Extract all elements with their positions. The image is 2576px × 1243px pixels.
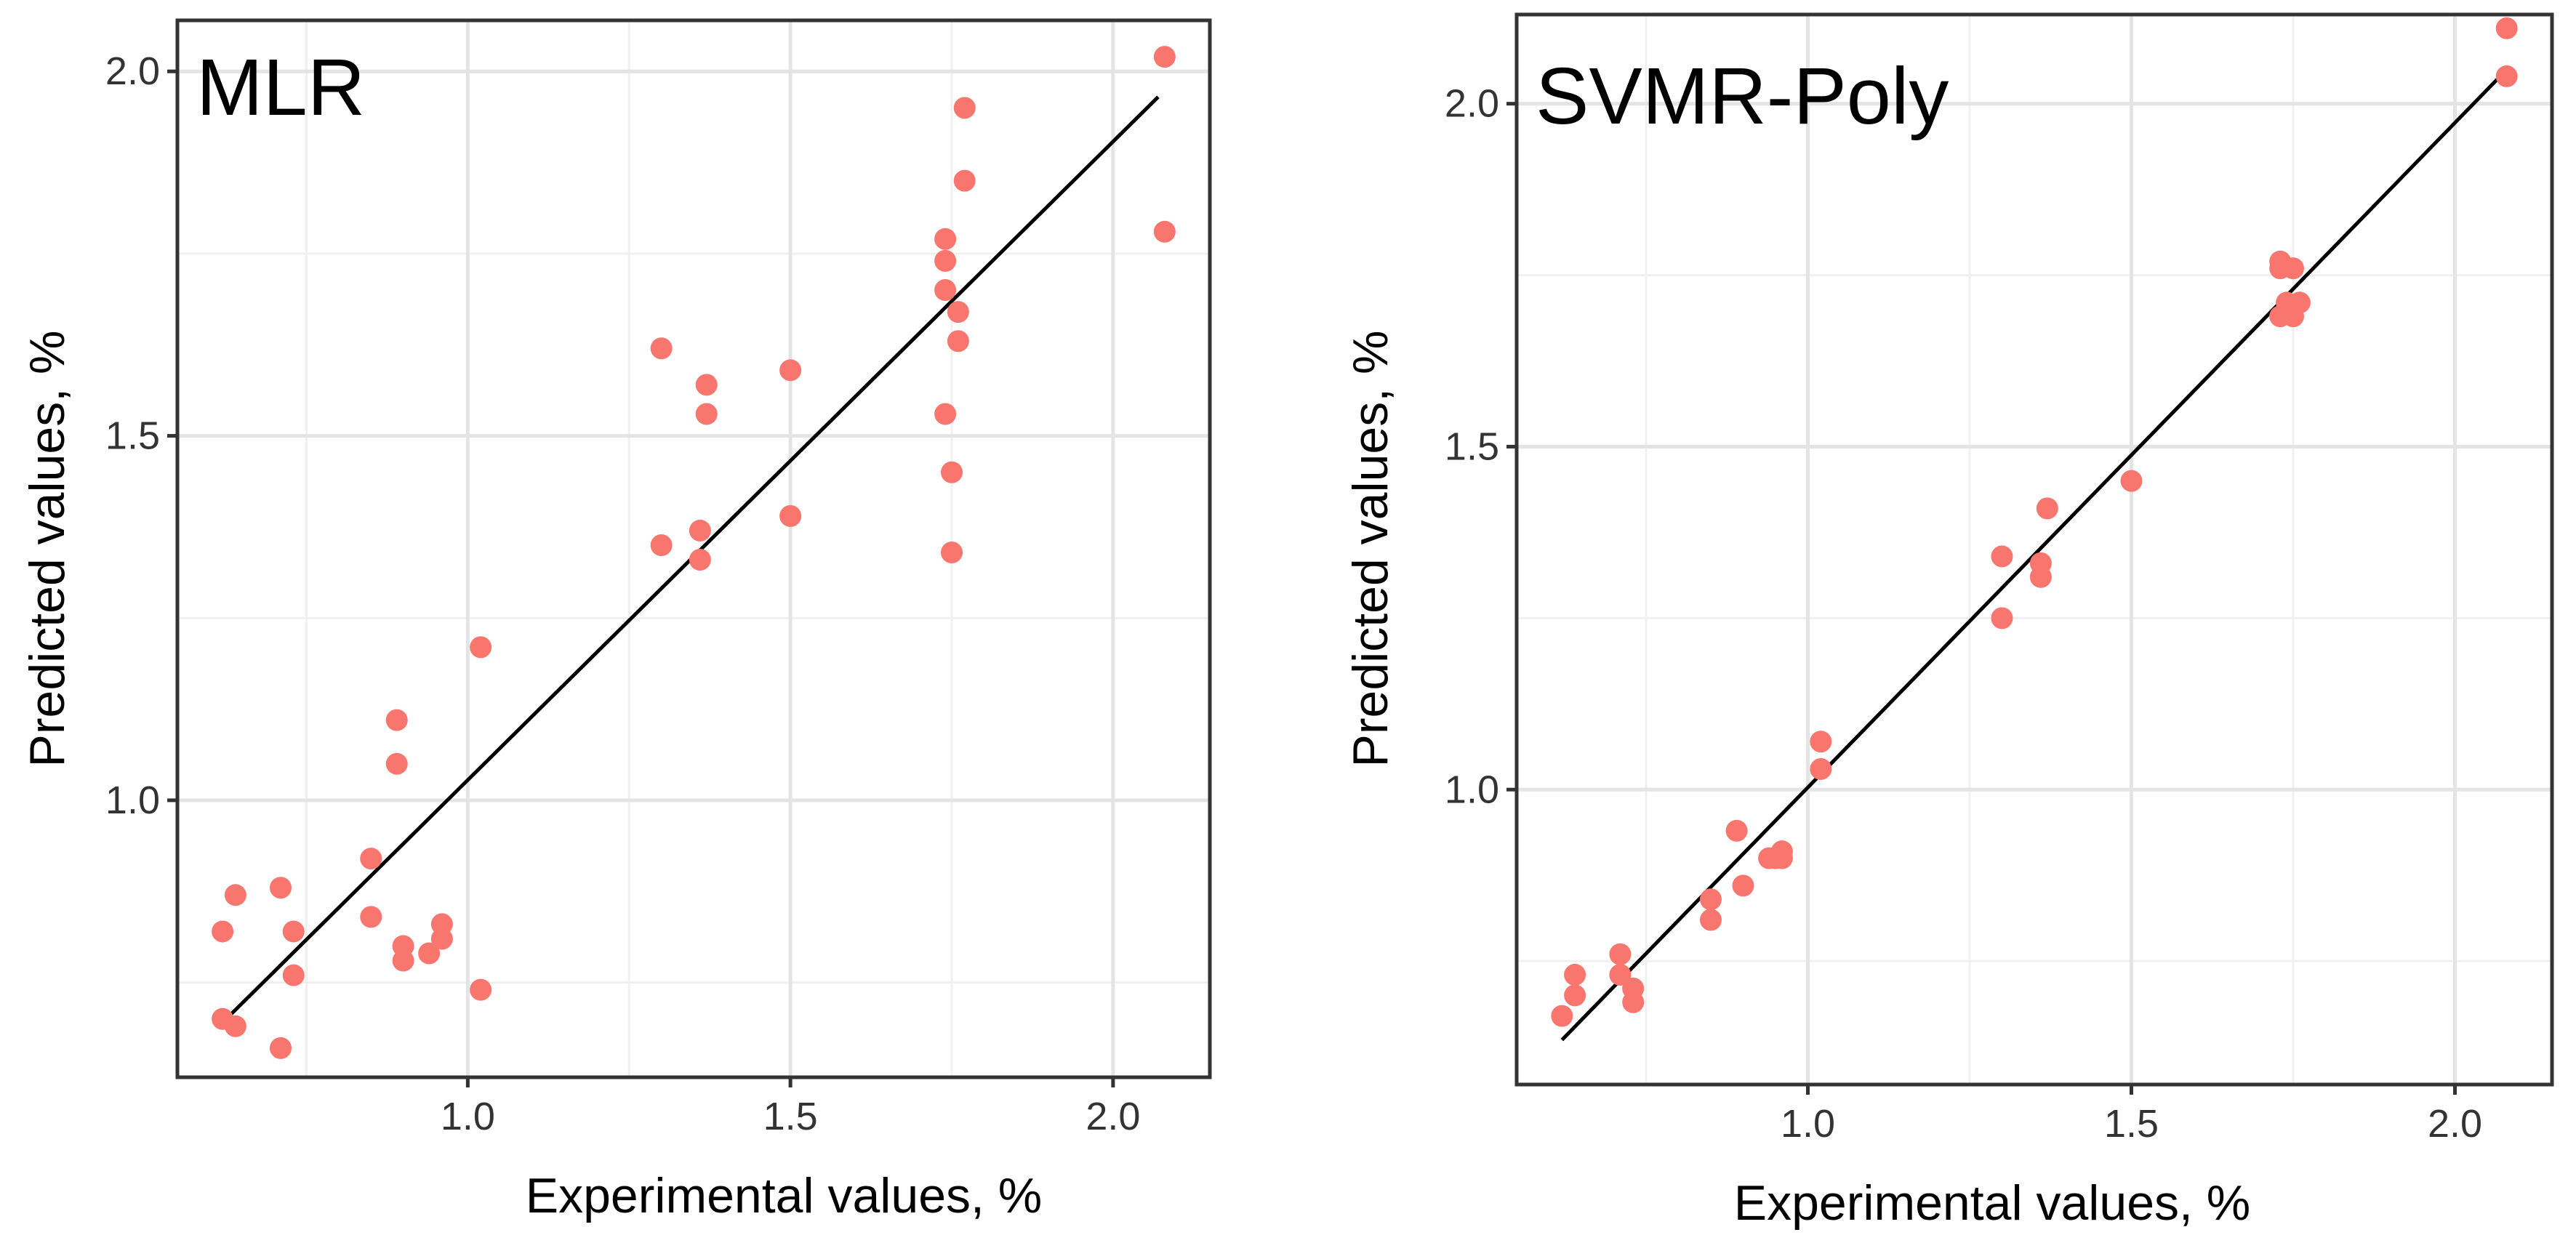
mlr-point-24 [360,848,382,870]
mlr-point-27 [430,928,453,950]
mlr-point-38 [224,1015,246,1037]
mlr-point-23 [385,752,408,775]
mlr-point-14 [695,403,718,425]
mlr-point-19 [689,549,711,571]
mlr-y-tick-label-2: 2.0 [105,49,160,93]
svmr-title: SVMR-Poly [1536,52,1949,141]
mlr-point-3 [953,169,976,192]
mlr-point-7 [947,301,969,323]
mlr-point-21 [470,978,492,1001]
svmr-point-23 [1732,874,1754,897]
mlr-point-32 [282,920,305,943]
mlr-point-31 [270,877,292,899]
svmr-point-24 [1700,888,1722,911]
mlr-ticks: 1.0 1.5 2.0 1.0 1.5 2.0 [105,49,1140,1138]
mlr-point-18 [689,519,711,542]
panel-mlr: 1.0 1.5 2.0 1.0 1.5 2.0 MLR Experimental valu… [20,18,1212,1223]
panel-svmr-poly: 1.0 1.5 2.0 1.0 1.5 2.0 SVMR-Poly Experimenta… [1343,12,2554,1231]
mlr-point-5 [934,249,957,272]
mlr-title: MLR [196,43,365,132]
mlr-x-tick-label-0: 1.0 [441,1095,495,1138]
mlr-point-36 [212,920,234,943]
svmr-grid [1517,15,2552,1085]
svmr-fit-line [1560,75,2502,1042]
svmr-point-12 [1991,545,2013,568]
svmr-point-14 [2029,566,2052,588]
mlr-point-30 [392,949,414,972]
mlr-point-12 [650,337,673,360]
svmr-point-11 [2036,497,2058,520]
mlr-point-15 [779,359,802,382]
svmr-point-27 [1609,964,1632,986]
mlr-point-8 [947,330,969,353]
mlr-point-11 [941,542,963,564]
svmr-point-18 [1725,819,1748,842]
svmr-point-10 [2120,470,2143,492]
svmr-x-axis-title: Experimental values, % [1734,1175,2251,1231]
mlr-point-35 [224,884,246,906]
mlr-grid [177,20,1210,1077]
svmr-point-30 [1564,964,1586,986]
mlr-y-tick-label-1: 1.5 [105,414,160,458]
svmr-point-17 [1810,757,1832,780]
mlr-point-6 [934,279,957,302]
mlr-plot-border [175,18,1212,1079]
svmr-x-tick-label-0: 1.0 [1781,1102,1835,1146]
mlr-point-0 [1153,46,1176,68]
mlr-point-34 [270,1037,292,1059]
svmr-point-9 [2276,298,2298,321]
svmr-y-tick-label-2: 2.0 [1445,82,1499,126]
mlr-point-25 [360,906,382,928]
svmr-point-15 [1991,607,2013,629]
svmr-x-tick-label-1: 1.5 [2104,1102,2159,1146]
svmr-point-22 [1765,847,1786,869]
svmr-y-tick-label-0: 1.0 [1445,768,1499,811]
svmr-point-25 [1700,909,1722,931]
mlr-point-9 [934,403,957,425]
mlr-point-4 [934,228,957,250]
mlr-point-33 [282,964,305,986]
mlr-y-tick-label-0: 1.0 [105,779,160,822]
svmr-fit-line-group [1560,75,2502,1042]
mlr-points [212,46,1176,1059]
svmr-ticks: 1.0 1.5 2.0 1.0 1.5 2.0 [1445,82,2482,1146]
mlr-point-22 [385,709,408,731]
mlr-point-16 [779,504,802,527]
svmr-y-axis-title: Predicted values, % [1343,331,1398,768]
svmr-plot-border [1514,12,2554,1087]
svmr-point-29 [1622,991,1645,1013]
mlr-x-tick-label-1: 1.5 [763,1095,818,1138]
mlr-x-axis-title: Experimental values, % [526,1168,1043,1223]
svmr-x-tick-label-2: 2.0 [2428,1102,2482,1146]
svmr-point-32 [1551,1005,1573,1027]
mlr-point-2 [953,97,976,119]
svmr-point-26 [1609,943,1632,965]
svmr-points [1551,17,2518,1027]
mlr-point-28 [418,942,441,965]
svmr-point-4 [2282,257,2304,280]
svmr-point-31 [1564,984,1586,1007]
svmr-point-1 [2495,65,2518,87]
mlr-point-20 [470,636,492,659]
mlr-point-17 [650,534,673,556]
svmr-y-tick-label-1: 1.5 [1445,425,1499,468]
svmr-point-0 [2495,17,2518,39]
mlr-point-1 [1153,220,1176,243]
mlr-point-10 [941,461,963,483]
mlr-x-tick-label-2: 2.0 [1086,1095,1140,1138]
mlr-y-axis-title: Predicted values, % [20,331,75,768]
mlr-point-13 [695,374,718,396]
svmr-point-16 [1810,731,1832,753]
